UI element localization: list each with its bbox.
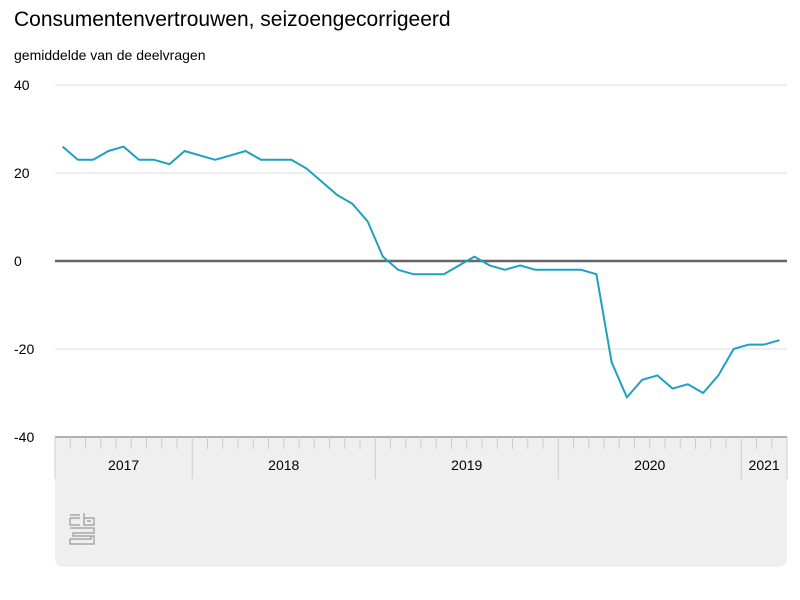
- y-tick-label: 0: [14, 253, 22, 269]
- chart-title: Consumentenvertrouwen, seizoengecorrigee…: [14, 8, 451, 31]
- y-axis-label: gemiddelde van de deelvragen: [14, 47, 206, 63]
- x-tick-label: 2018: [268, 457, 299, 473]
- y-tick-label: -20: [14, 341, 34, 357]
- y-tick-label: 20: [14, 165, 30, 181]
- x-tick-label: 2019: [451, 457, 482, 473]
- y-tick-label: -40: [14, 429, 34, 445]
- x-axis-panel: [55, 437, 787, 567]
- x-tick-label: 2021: [749, 457, 780, 473]
- y-tick-label: 40: [14, 77, 30, 93]
- cbs-logo: [69, 513, 95, 545]
- series-line: [61, 145, 780, 399]
- x-tick-label: 2017: [108, 457, 139, 473]
- x-tick-label: 2020: [634, 457, 665, 473]
